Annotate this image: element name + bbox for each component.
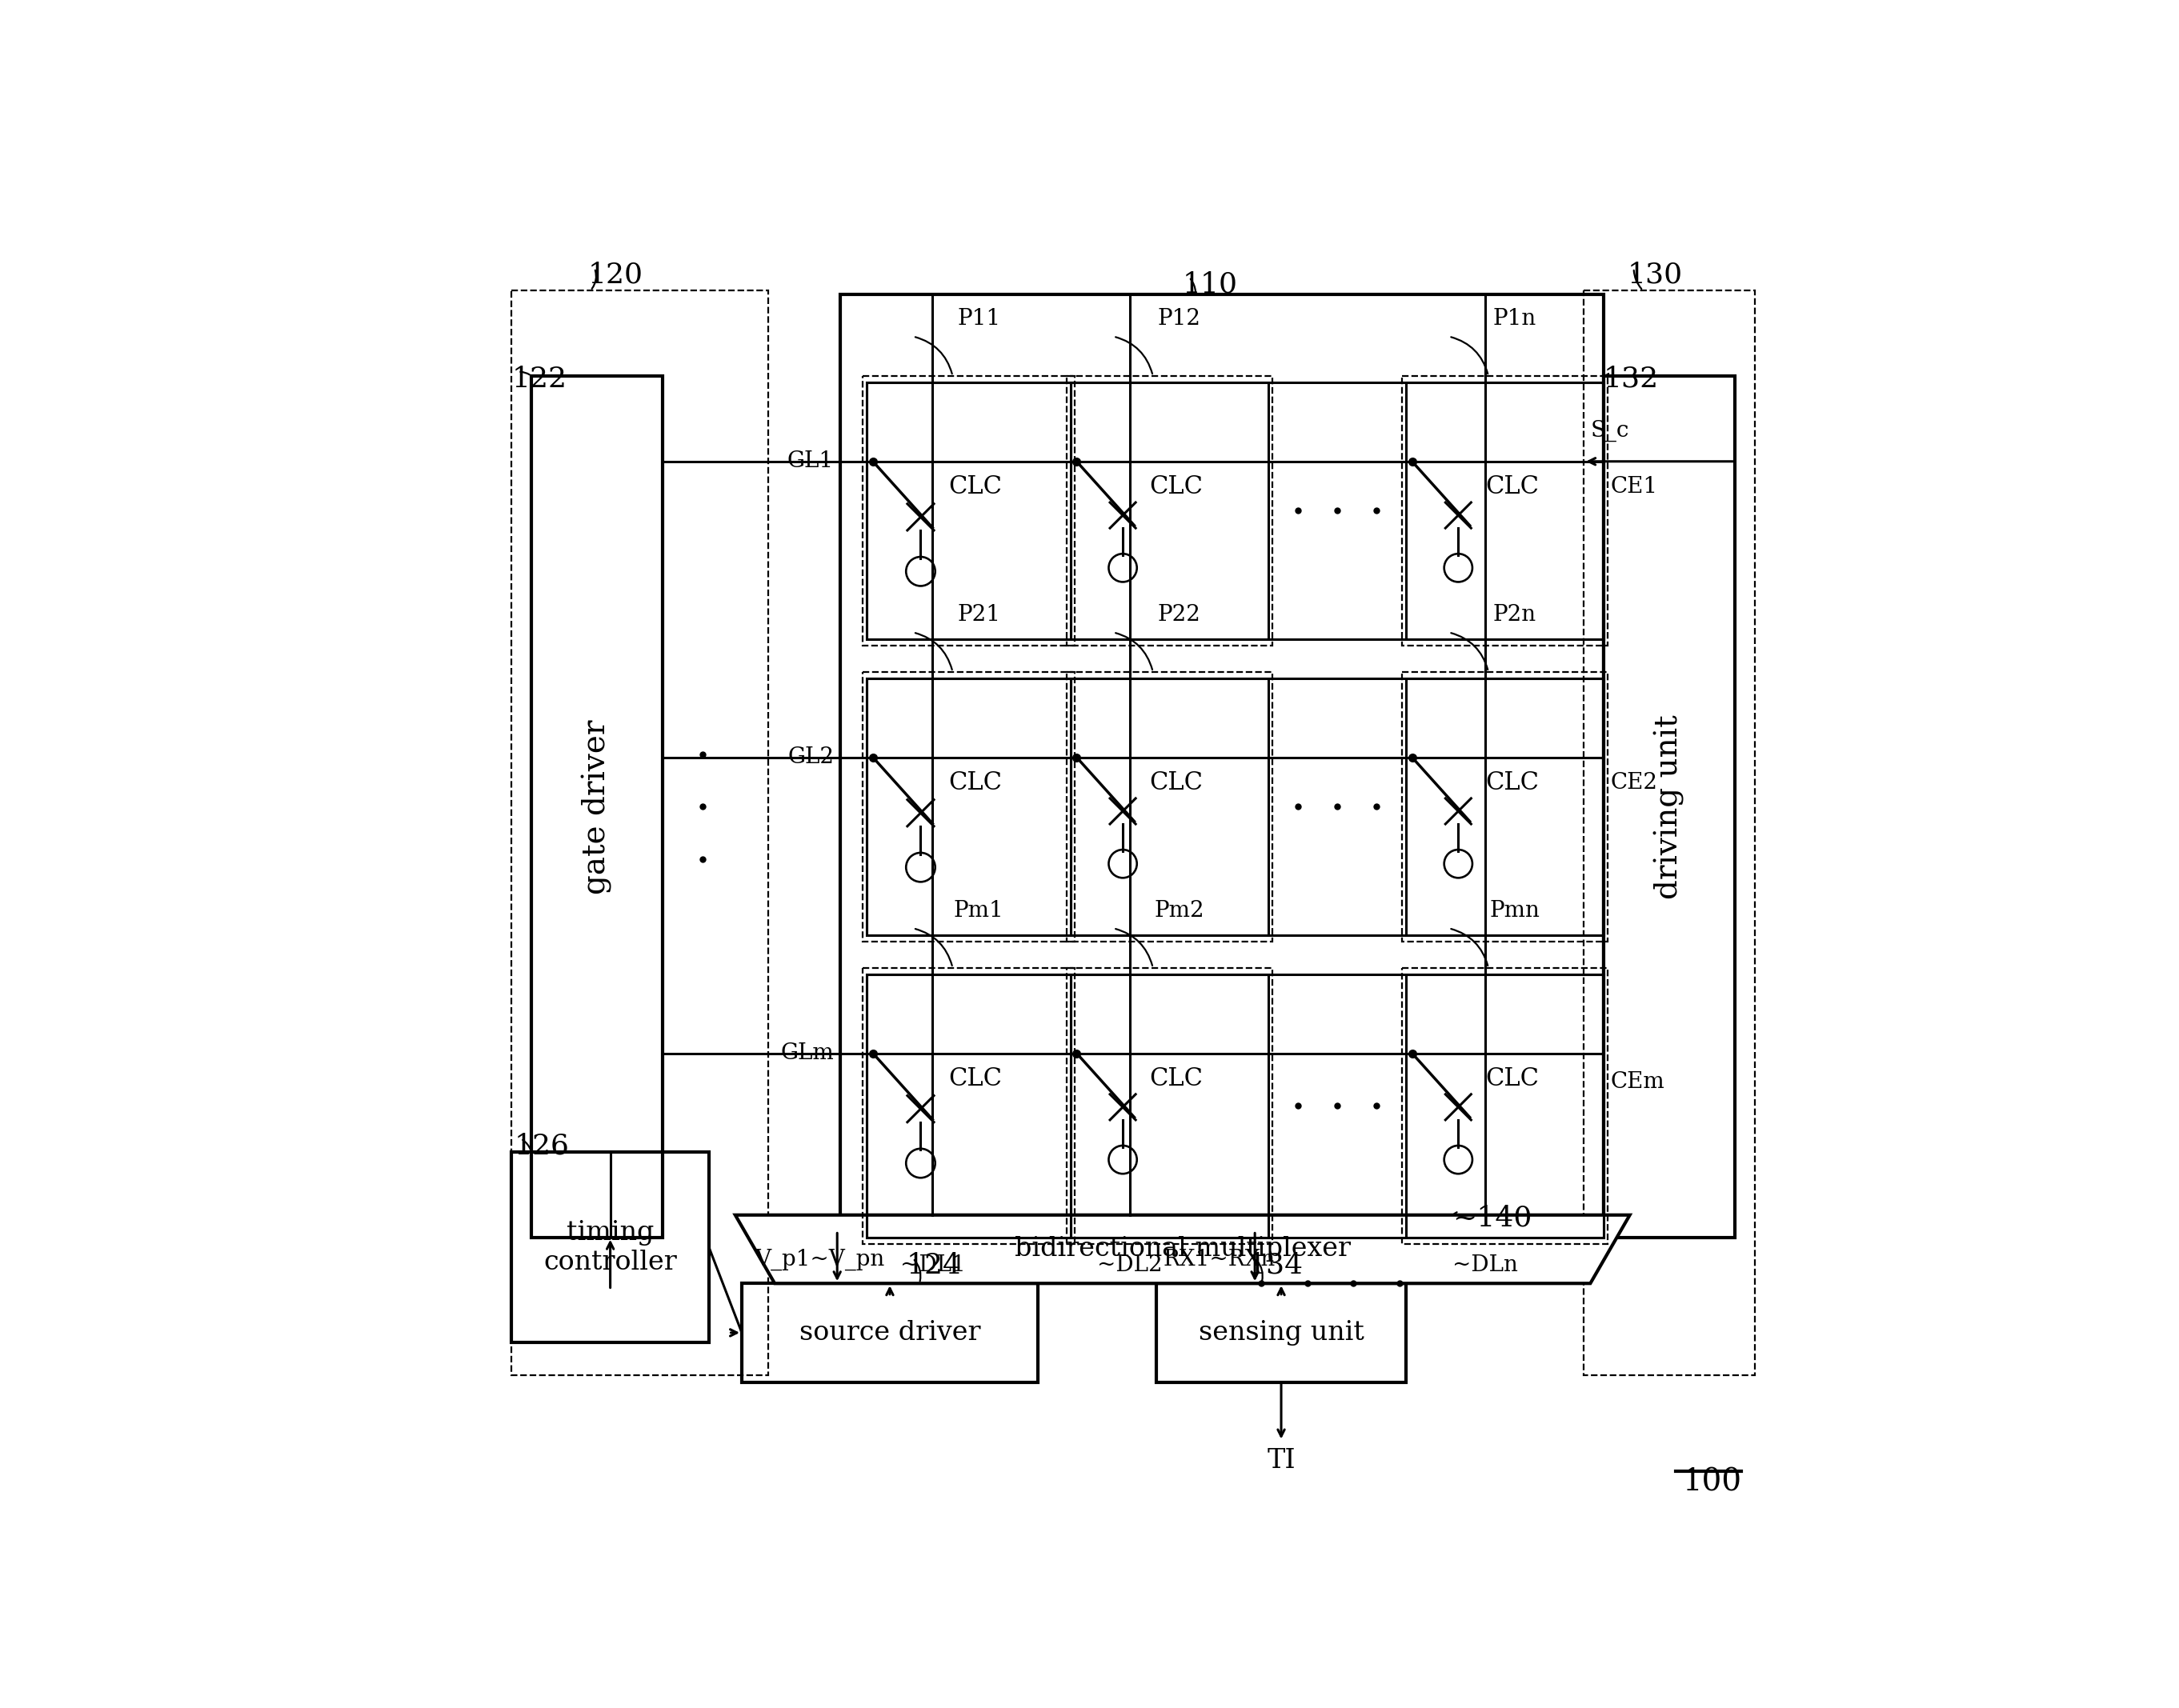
Text: driving unit: driving unit [1654,714,1684,898]
Bar [867,678,1070,934]
Bar [532,376,662,1237]
Text: CLC: CLC [1151,1066,1203,1091]
Bar [867,383,1070,639]
Text: GL2: GL2 [787,746,835,769]
Bar [1405,974,1604,1237]
Text: P1n: P1n [1493,309,1536,330]
Text: P12: P12 [1157,309,1201,330]
Text: CE2: CE2 [1610,772,1658,794]
Text: ~DLn: ~DLn [1453,1254,1519,1276]
Bar [1405,383,1604,639]
Text: 132: 132 [1604,366,1658,393]
Text: 126: 126 [514,1132,569,1160]
Bar [1068,376,1273,646]
Text: 120: 120 [588,261,643,289]
Text: 122: 122 [512,366,567,393]
Bar [1070,383,1268,639]
Text: CLC: CLC [1486,770,1538,794]
Bar [863,671,1074,941]
Bar [1157,1283,1405,1382]
Text: TI: TI [1266,1448,1297,1474]
Text: CLC: CLC [948,770,1002,796]
Text: source driver: source driver [800,1320,981,1346]
Text: Pmn: Pmn [1490,900,1541,922]
Bar [1070,974,1268,1237]
Bar [1403,968,1608,1243]
Text: GL1: GL1 [787,451,835,471]
Text: 110: 110 [1183,270,1238,297]
Text: bidirectional multiplexer: bidirectional multiplexer [1015,1237,1351,1262]
Text: V_p1~V_pn: V_p1~V_pn [754,1249,885,1271]
Text: P22: P22 [1157,605,1201,625]
Bar [1403,376,1608,646]
Text: CE1: CE1 [1610,477,1658,497]
Bar [512,290,769,1375]
Bar [1405,678,1604,934]
Bar [867,383,1604,639]
Bar [867,974,1070,1237]
Text: P21: P21 [957,605,1000,625]
Text: 100: 100 [1682,1467,1741,1498]
Bar [1403,671,1608,941]
Text: gate driver: gate driver [582,719,612,893]
Bar [863,968,1074,1243]
Bar [1584,290,1754,1375]
Text: ~140: ~140 [1451,1204,1532,1231]
Bar [867,974,1604,1237]
Text: CLC: CLC [948,475,1002,499]
Bar [512,1151,708,1342]
Bar [1068,968,1273,1243]
Text: CEm: CEm [1610,1071,1665,1093]
Text: GLm: GLm [780,1042,835,1064]
Text: P11: P11 [957,309,1000,330]
Polygon shape [734,1214,1630,1283]
Bar [1068,671,1273,941]
Bar [1604,376,1734,1237]
Text: S_c: S_c [1591,420,1630,442]
Text: CLC: CLC [1151,770,1203,794]
Text: ~DL2: ~DL2 [1098,1254,1164,1276]
Text: 124: 124 [906,1252,961,1279]
Text: sensing unit: sensing unit [1198,1320,1364,1346]
Bar [863,376,1074,646]
Text: ~DL1: ~DL1 [900,1254,965,1276]
Bar [841,294,1604,1243]
Text: 134: 134 [1249,1252,1303,1279]
Text: CLC: CLC [1151,475,1203,499]
Bar [1070,678,1268,934]
Text: 130: 130 [1628,261,1682,289]
Bar [867,678,1604,934]
Text: CLC: CLC [1486,1066,1538,1091]
Text: P2n: P2n [1493,605,1536,625]
Text: CLC: CLC [1486,475,1538,499]
Text: timing
controller: timing controller [543,1220,678,1274]
Text: RX1~RXn: RX1~RXn [1164,1249,1275,1271]
Text: Pm1: Pm1 [954,900,1005,922]
Text: Pm2: Pm2 [1155,900,1205,922]
Bar [741,1283,1037,1382]
Text: CLC: CLC [948,1066,1002,1091]
